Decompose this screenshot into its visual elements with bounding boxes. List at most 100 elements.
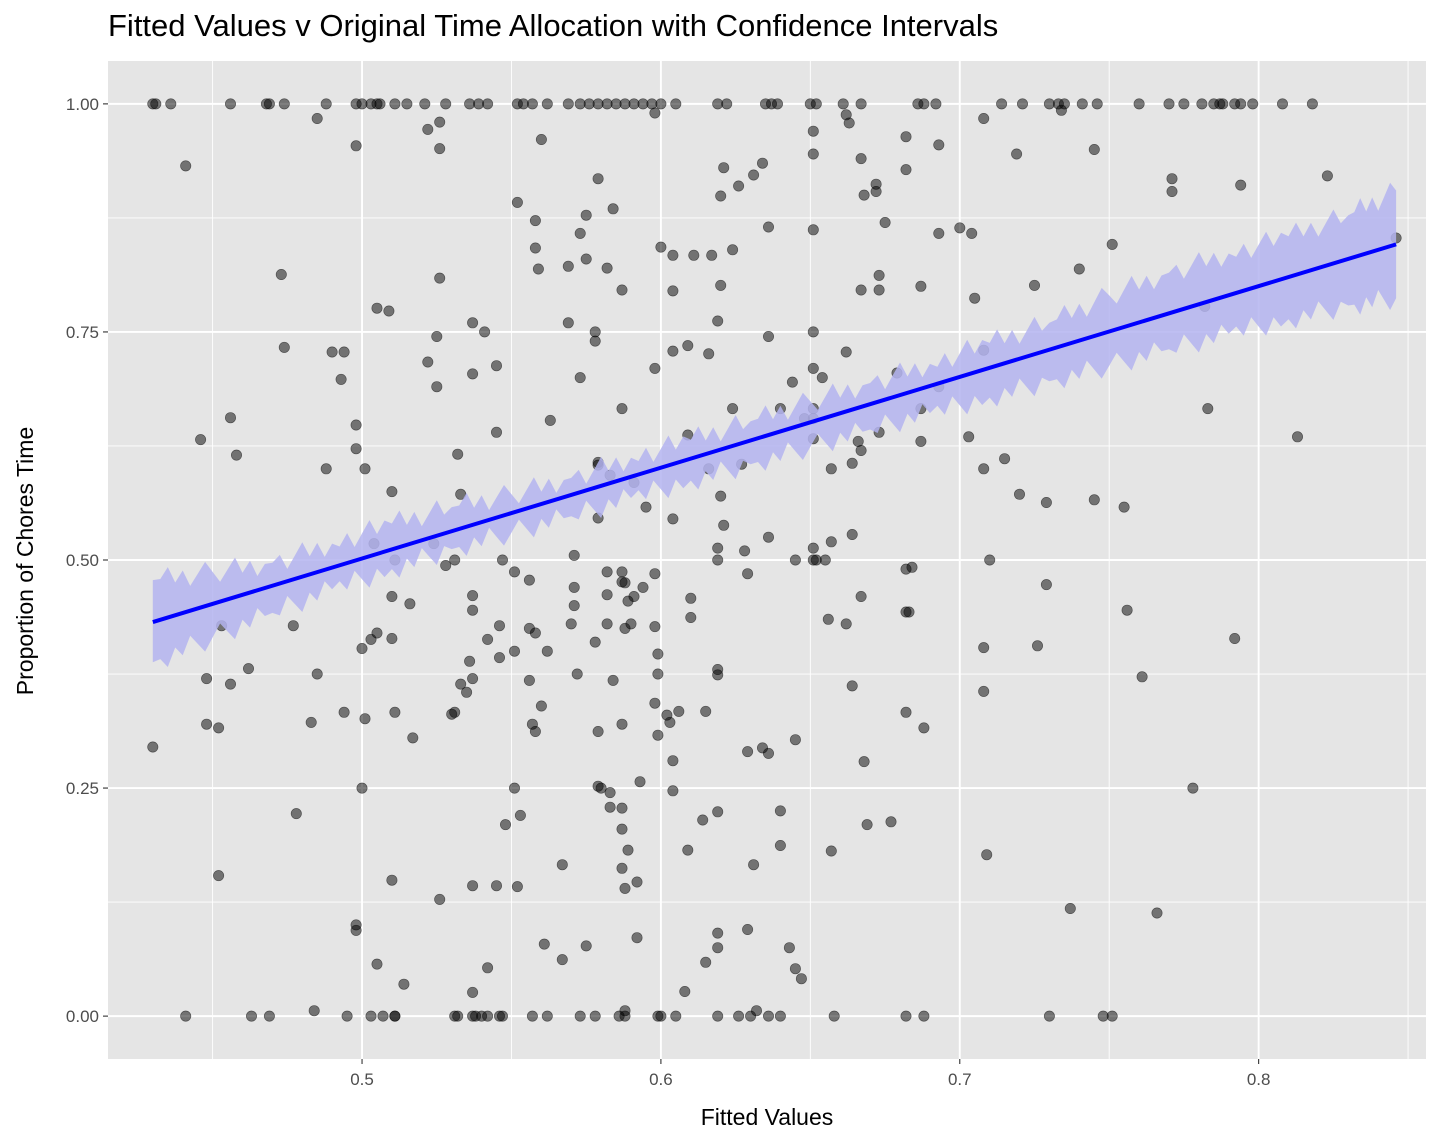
data-point <box>165 98 177 110</box>
data-point <box>807 362 819 374</box>
data-point <box>631 932 643 944</box>
data-point <box>508 566 520 578</box>
data-point <box>712 942 724 954</box>
data-point <box>1217 98 1229 110</box>
data-point <box>150 98 162 110</box>
data-point <box>535 700 547 712</box>
data-point <box>918 1010 930 1022</box>
data-point <box>1166 173 1178 185</box>
data-point <box>667 345 679 357</box>
data-point <box>434 272 446 284</box>
data-point <box>201 673 213 685</box>
data-point <box>341 1010 353 1022</box>
data-point <box>326 346 338 358</box>
fit-line <box>152 242 1397 624</box>
data-point <box>789 554 801 566</box>
data-point <box>455 678 467 690</box>
data-point <box>795 973 807 985</box>
data-point <box>622 844 634 856</box>
data-point <box>225 678 237 690</box>
data-point <box>670 98 682 110</box>
data-point <box>786 376 798 388</box>
data-point <box>541 645 553 657</box>
data-point <box>822 613 834 625</box>
data-point <box>846 528 858 540</box>
x-axis-title: Fitted Values <box>701 1104 834 1130</box>
data-point <box>712 315 724 327</box>
data-point <box>1163 98 1175 110</box>
data-point <box>1187 782 1199 794</box>
data-point <box>386 486 398 498</box>
data-point <box>311 113 323 125</box>
data-point <box>712 542 724 554</box>
data-point <box>359 713 371 725</box>
data-point <box>774 805 786 817</box>
data-point <box>225 98 237 110</box>
data-point <box>1013 488 1025 500</box>
data-point <box>386 590 398 602</box>
data-point <box>978 463 990 475</box>
data-point <box>499 819 511 831</box>
data-point <box>742 568 754 580</box>
data-point <box>320 98 332 110</box>
data-point <box>715 190 727 202</box>
data-point <box>771 98 783 110</box>
data-point <box>655 241 667 253</box>
data-point <box>278 98 290 110</box>
data-point <box>807 148 819 160</box>
data-point <box>529 627 541 639</box>
data-point <box>739 545 751 557</box>
data-point <box>541 98 553 110</box>
data-point <box>523 674 535 686</box>
data-point <box>1202 403 1214 415</box>
data-point <box>467 673 479 685</box>
data-point <box>574 1010 586 1022</box>
data-point <box>589 326 601 338</box>
data-point <box>1106 238 1118 250</box>
data-point <box>1277 98 1289 110</box>
y-tick-label: 0.25 <box>66 779 99 798</box>
data-point <box>568 600 580 612</box>
data-point <box>649 362 661 374</box>
data-point <box>604 787 616 799</box>
data-point <box>452 1010 464 1022</box>
data-point <box>873 269 885 281</box>
data-point <box>461 686 473 698</box>
data-points <box>147 98 1402 1022</box>
data-point <box>371 958 383 970</box>
data-point <box>685 592 697 604</box>
data-point <box>616 823 628 835</box>
data-point <box>482 98 494 110</box>
data-point <box>748 169 760 181</box>
data-point <box>664 716 676 728</box>
data-point <box>634 776 646 788</box>
data-point <box>652 648 664 660</box>
data-point <box>915 280 927 292</box>
data-point <box>1073 263 1085 275</box>
data-point <box>180 1010 192 1022</box>
data-point <box>981 849 993 861</box>
data-point <box>556 954 568 966</box>
data-point <box>535 134 547 146</box>
data-point <box>667 249 679 261</box>
data-point <box>275 268 287 280</box>
data-point <box>350 924 362 936</box>
data-point <box>649 621 661 633</box>
data-point <box>434 893 446 905</box>
data-point <box>703 348 715 360</box>
data-point <box>246 1010 258 1022</box>
x-tick-label: 0.7 <box>948 1070 972 1089</box>
data-point <box>855 153 867 165</box>
data-point <box>1118 501 1130 513</box>
y-tick-label: 1.00 <box>66 95 99 114</box>
data-point <box>338 706 350 718</box>
data-point <box>263 1010 275 1022</box>
data-point <box>903 606 915 618</box>
data-point <box>996 98 1008 110</box>
data-point <box>855 444 867 456</box>
data-point <box>807 125 819 137</box>
data-point <box>906 561 918 573</box>
data-point <box>365 1010 377 1022</box>
data-point <box>706 249 718 261</box>
data-point <box>565 618 577 630</box>
